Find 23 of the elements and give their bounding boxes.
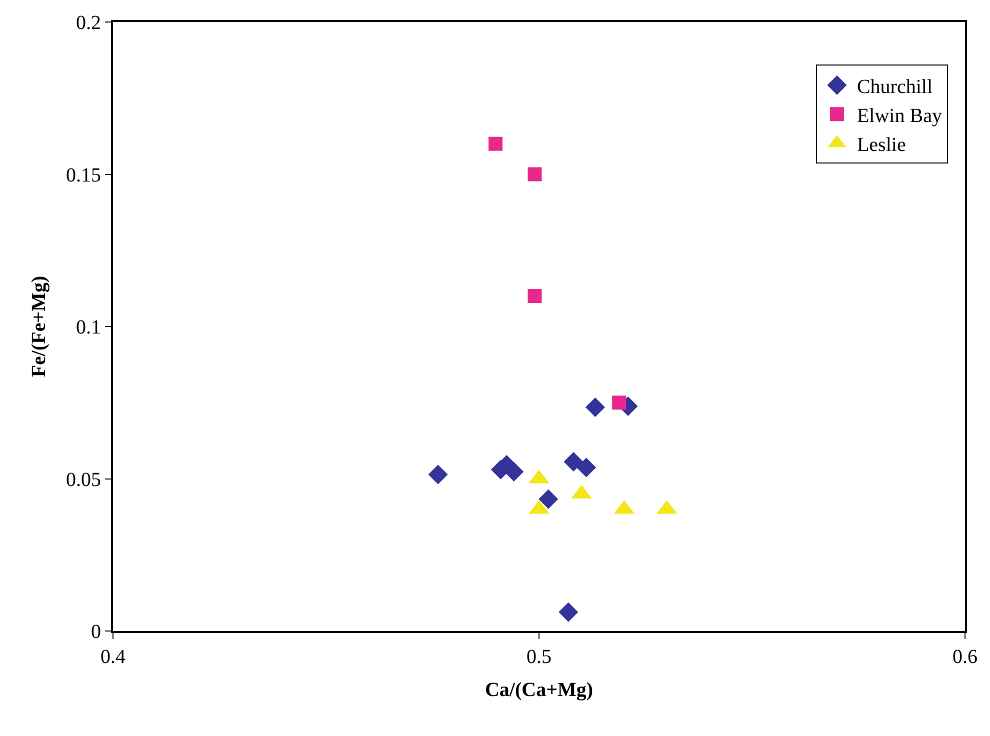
y-tick-label: 0	[91, 621, 101, 643]
point	[528, 289, 542, 304]
point	[576, 458, 596, 478]
y-tick-label: 0.15	[66, 164, 101, 186]
point	[488, 136, 503, 151]
point	[585, 397, 605, 417]
y-tick-label: 0.05	[66, 468, 101, 491]
point	[558, 602, 578, 622]
y-tick-label: 0.1	[76, 316, 101, 338]
y-tick-label: 0.2	[76, 12, 101, 34]
x-tick-label: 0.4	[100, 646, 126, 668]
legend-label: Elwin Bay	[856, 104, 942, 127]
point	[428, 464, 448, 484]
x-axis-title: Ca/(Ca+Mg)	[484, 679, 594, 701]
point	[612, 396, 626, 410]
x-tick-label: 0.6	[952, 646, 978, 668]
point	[528, 167, 542, 182]
y-axis-title: Fe/(Fe+Mg)	[28, 276, 50, 378]
x-tick-label: 0.5	[526, 646, 552, 668]
point	[564, 452, 584, 472]
legend-label: Leslie	[856, 134, 906, 156]
point	[538, 489, 558, 509]
legend-label: Churchill	[856, 76, 933, 98]
